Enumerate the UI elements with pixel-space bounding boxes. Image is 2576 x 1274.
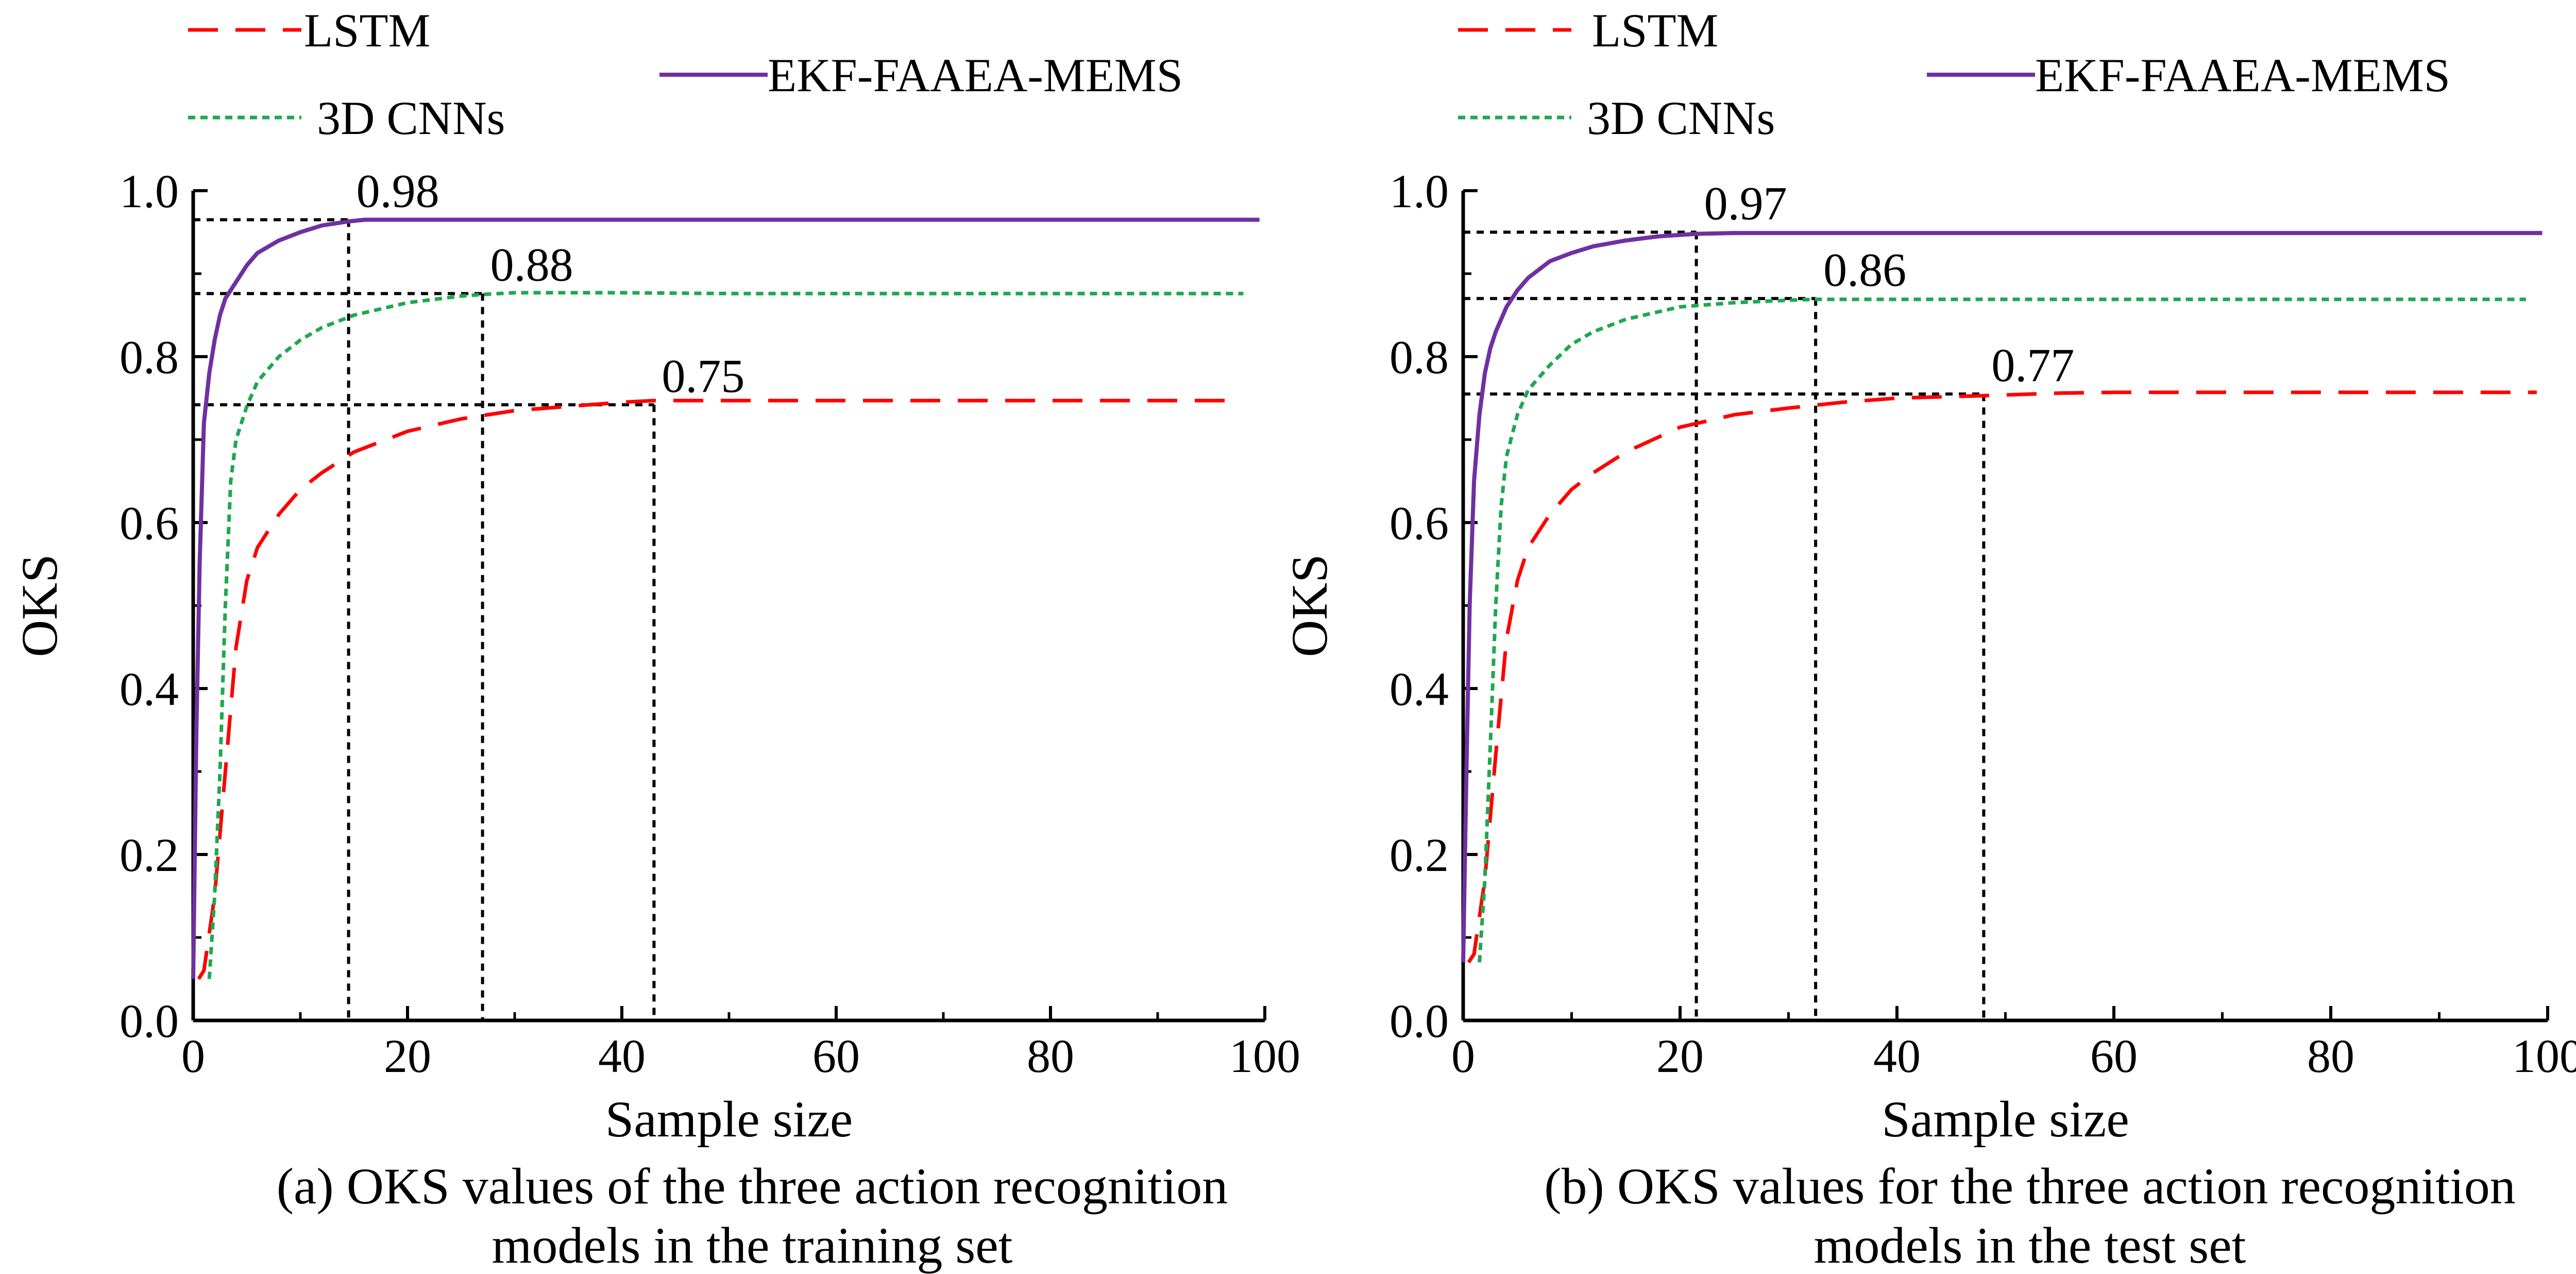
series-line-3d-cnns (1478, 297, 2526, 963)
series-line-3d-cnns (207, 291, 1244, 979)
annotation-label: 0.75 (662, 349, 744, 402)
legend-label: EKF-FAAEA-MEMS (2035, 49, 2450, 102)
legend-label: 3D CNNs (317, 92, 505, 144)
y-tick-label: 0.6 (1389, 497, 1449, 549)
y-tick-label: 0.4 (120, 663, 179, 715)
series-line-lstm (197, 398, 1233, 980)
annotation-label: 0.97 (1704, 177, 1787, 230)
legend-label: LSTM (1592, 4, 1718, 57)
chart-panel-b: 0 20 40 60 80 100 0.0 0.2 0.4 0.6 0.8 1.0 Sample siz… (1281, 4, 2576, 1274)
y-tick-label: 1.0 (120, 165, 179, 217)
annotation-label: 0.88 (490, 239, 573, 291)
x-tick-label: 60 (812, 1030, 860, 1082)
y-tick-label: 1.0 (1389, 165, 1449, 217)
y-tick-label: 0.4 (1389, 663, 1449, 715)
x-tick-label: 100 (2512, 1030, 2576, 1082)
x-tick-label: 80 (2307, 1030, 2354, 1082)
x-tick-label: 100 (1229, 1030, 1300, 1082)
x-tick-label: 20 (384, 1030, 431, 1082)
legend-label: LSTM (304, 4, 430, 57)
y-tick-label: 0.2 (120, 829, 179, 881)
x-tick-label: 20 (1656, 1030, 1704, 1082)
y-tick-label: 0.8 (1389, 331, 1449, 383)
annotation-label: 0.86 (1823, 243, 1906, 296)
y-tick-label: 0.8 (120, 331, 179, 383)
series-line-ekf-faaea-mems (1461, 231, 2543, 963)
series-line-lstm (1467, 390, 2537, 964)
y-axis-title: OKS (1281, 554, 1338, 657)
figure-caption-line2: models in the test set (1814, 1217, 2246, 1274)
legend-label: 3D CNNs (1587, 92, 1775, 144)
legend-label: EKF-FAAEA-MEMS (768, 49, 1183, 102)
x-axis-title: Sample size (1882, 1091, 2129, 1148)
y-tick-label: 0.2 (1389, 829, 1449, 881)
x-tick-label: 40 (1873, 1030, 1921, 1082)
x-tick-label: 60 (2090, 1030, 2138, 1082)
figure-caption-line1: (b) OKS values for the three action reco… (1544, 1158, 2516, 1215)
x-tick-label: 80 (1027, 1030, 1074, 1082)
figure-caption-line2: models in the training set (492, 1217, 1013, 1274)
figure-caption-line1: (a) OKS values of the three action recog… (277, 1158, 1228, 1215)
x-axis-title: Sample size (605, 1091, 853, 1148)
chart-panel-a: 0 20 40 60 80 100 0.0 0.2 0.4 0.6 0.8 1.0 Sample siz… (11, 4, 1300, 1274)
x-tick-label: 0 (1451, 1030, 1475, 1082)
y-tick-label: 0.0 (1389, 995, 1449, 1047)
x-tick-label: 40 (598, 1030, 646, 1082)
x-tick-label: 0 (181, 1030, 205, 1082)
series-line-ekf-faaea-mems (191, 217, 1260, 979)
annotation-label: 0.77 (1991, 339, 2074, 391)
annotation-label: 0.98 (357, 164, 439, 217)
y-tick-label: 0.0 (120, 995, 179, 1047)
y-tick-label: 0.6 (120, 497, 179, 549)
y-axis-title: OKS (11, 554, 68, 657)
